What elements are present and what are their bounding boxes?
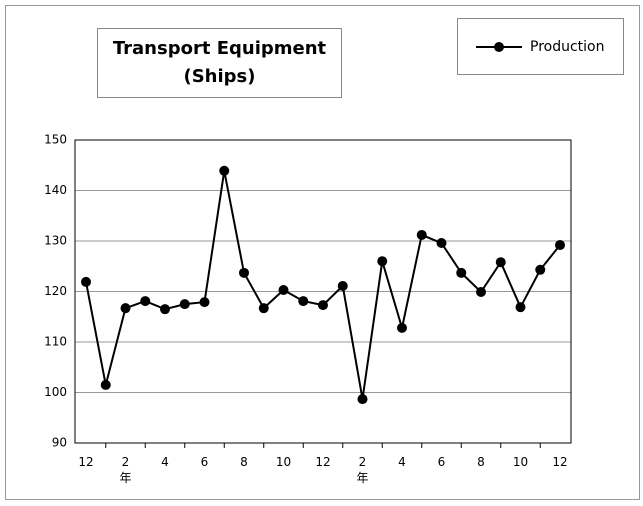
x-tick-label: 4 bbox=[161, 455, 169, 469]
data-point bbox=[100, 379, 111, 390]
x-tick-label: 12 bbox=[78, 455, 94, 469]
data-point bbox=[160, 304, 170, 315]
y-tick-label: 120 bbox=[44, 284, 67, 298]
data-point bbox=[377, 256, 388, 267]
x-tick-label: 4 bbox=[398, 455, 406, 469]
data-point bbox=[278, 284, 289, 295]
data-point bbox=[416, 229, 427, 240]
data-point bbox=[140, 296, 151, 307]
data-point bbox=[81, 276, 91, 287]
y-tick-label: 130 bbox=[44, 234, 67, 248]
y-tick-label: 140 bbox=[44, 183, 67, 197]
x-tick-label: 2 年 bbox=[119, 455, 132, 485]
x-tick-label: 8 bbox=[477, 455, 485, 469]
data-point bbox=[318, 300, 328, 311]
y-tick-label: 150 bbox=[44, 133, 67, 147]
legend-label: Production bbox=[530, 39, 604, 55]
x-tick-label: 6 bbox=[200, 455, 209, 469]
data-point bbox=[515, 302, 526, 313]
data-point bbox=[456, 267, 467, 278]
data-point bbox=[476, 287, 486, 298]
x-tick-label: 6 bbox=[437, 455, 446, 469]
plot-frame bbox=[74, 139, 572, 444]
data-point bbox=[120, 303, 131, 314]
data-point bbox=[258, 303, 269, 314]
x-tick-label: 8 bbox=[240, 455, 248, 469]
data-point bbox=[179, 299, 190, 310]
series-line bbox=[85, 170, 561, 400]
data-point bbox=[337, 280, 348, 291]
data-point bbox=[436, 238, 447, 249]
data-point bbox=[555, 240, 565, 251]
chart-border bbox=[5, 5, 640, 500]
x-tick-label: 2 年 bbox=[356, 455, 369, 485]
data-point bbox=[298, 296, 309, 307]
legend-marker bbox=[494, 42, 504, 52]
x-tick-label: 10 bbox=[275, 455, 292, 469]
x-tick-label: 12 bbox=[552, 455, 568, 469]
data-point bbox=[357, 394, 368, 405]
data-point bbox=[397, 322, 407, 333]
data-point bbox=[219, 165, 230, 176]
y-tick-label: 100 bbox=[44, 385, 67, 399]
data-point bbox=[239, 267, 249, 278]
data-point bbox=[199, 297, 210, 308]
data-point bbox=[535, 264, 546, 275]
x-tick-label: 10 bbox=[512, 455, 529, 469]
data-point bbox=[495, 257, 506, 268]
chart-title: Transport Equipment (Ships) bbox=[97, 28, 342, 98]
y-tick-label: 90 bbox=[52, 436, 67, 450]
y-tick-label: 110 bbox=[44, 335, 67, 349]
x-tick-label: 12 bbox=[315, 455, 331, 469]
